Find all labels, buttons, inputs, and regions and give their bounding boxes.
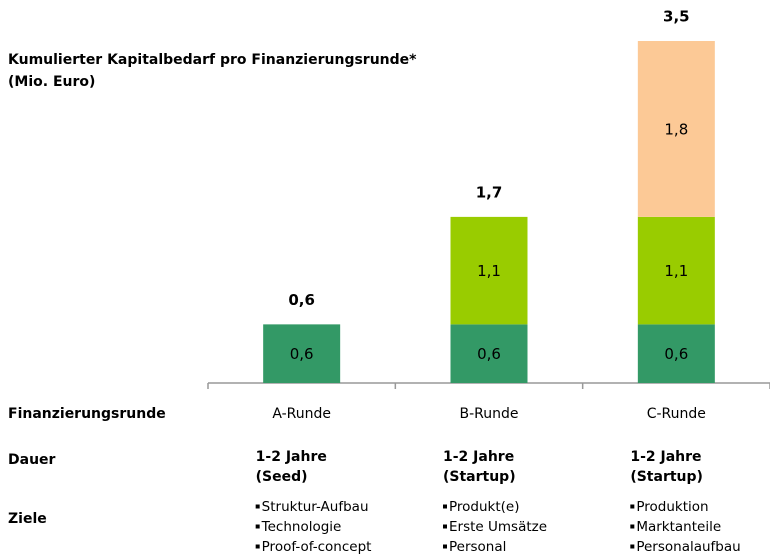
goal: Erste Umsätze xyxy=(449,519,547,535)
x-tick-label: B-Runde xyxy=(459,406,518,422)
x-tick-label: A-Runde xyxy=(272,406,331,422)
bullet xyxy=(443,544,447,549)
total-label: 0,6 xyxy=(288,291,315,309)
bullet xyxy=(630,544,635,549)
bullet xyxy=(443,524,447,529)
row-label: Ziele xyxy=(8,511,47,527)
x-axis-label: Finanzierungsrunde xyxy=(8,406,166,422)
total-label: 3,5 xyxy=(663,8,690,26)
bullet xyxy=(630,504,635,509)
bullet xyxy=(255,504,260,509)
bar-segment xyxy=(637,41,715,217)
goal: Proof-of-concept xyxy=(262,539,372,555)
duration: (Startup) xyxy=(443,469,516,485)
segment-label: 0,6 xyxy=(290,345,314,363)
bullet xyxy=(255,544,260,549)
goal: Produkt(e) xyxy=(449,499,520,515)
chart-title: Kumulierter Kapitalbedarf pro Finanzieru… xyxy=(8,52,417,68)
duration: 1-2 Jahre xyxy=(256,449,327,465)
bullet xyxy=(630,524,635,529)
bar-segment xyxy=(450,216,528,325)
row-label: Dauer xyxy=(8,452,56,468)
bar-segment xyxy=(637,324,715,383)
duration: 1-2 Jahre xyxy=(630,449,701,465)
goal: Personal xyxy=(449,539,506,555)
duration: (Seed) xyxy=(256,469,308,485)
goal: Technologie xyxy=(261,519,342,535)
x-tick-label: C-Runde xyxy=(647,406,706,422)
goal: Struktur-Aufbau xyxy=(262,499,369,515)
segment-label: 1,1 xyxy=(664,262,688,280)
bar-segment xyxy=(263,324,341,383)
bullet xyxy=(443,504,447,509)
duration: (Startup) xyxy=(630,469,703,485)
bullet xyxy=(255,524,260,529)
duration: 1-2 Jahre xyxy=(443,449,514,465)
segment-label: 0,6 xyxy=(477,345,501,363)
goal: Produktion xyxy=(636,499,708,515)
segment-label: 0,6 xyxy=(664,345,688,363)
segment-label: 1,1 xyxy=(477,262,501,280)
chart-subtitle: (Mio. Euro) xyxy=(8,74,95,90)
goal: Personalaufbau xyxy=(636,539,740,555)
goal: Marktanteile xyxy=(636,519,721,535)
segment-label: 1,8 xyxy=(664,120,688,138)
bar-segment xyxy=(637,216,715,325)
bar-segment xyxy=(450,324,528,383)
total-label: 1,7 xyxy=(476,183,503,201)
